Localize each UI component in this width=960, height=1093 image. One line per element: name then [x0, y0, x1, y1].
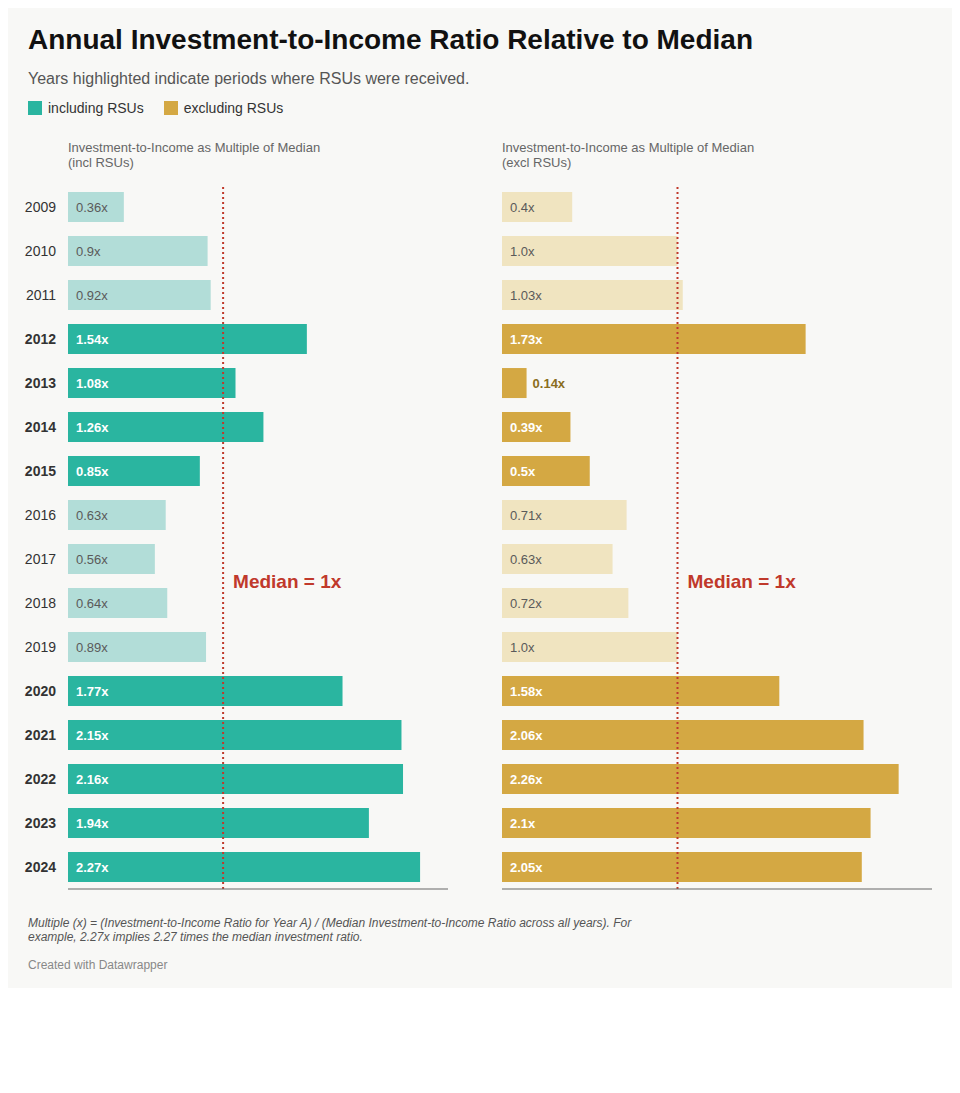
svg-text:2017: 2017	[25, 551, 56, 567]
svg-text:2023: 2023	[25, 815, 56, 831]
svg-text:2009: 2009	[25, 199, 56, 215]
svg-text:2010: 2010	[25, 243, 56, 259]
svg-text:2024: 2024	[25, 859, 56, 875]
svg-text:2016: 2016	[25, 507, 56, 523]
svg-text:2.1x: 2.1x	[510, 816, 536, 831]
svg-text:0.64x: 0.64x	[76, 596, 108, 611]
svg-text:2.05x: 2.05x	[510, 860, 543, 875]
svg-text:Median = 1x: Median = 1x	[233, 571, 342, 592]
svg-text:0.85x: 0.85x	[76, 464, 109, 479]
svg-text:0.36x: 0.36x	[76, 200, 108, 215]
svg-text:2019: 2019	[25, 639, 56, 655]
svg-text:1.54x: 1.54x	[76, 332, 109, 347]
svg-text:Median = 1x: Median = 1x	[688, 571, 797, 592]
svg-text:0.92x: 0.92x	[76, 288, 108, 303]
svg-text:2.27x: 2.27x	[76, 860, 109, 875]
svg-text:1.58x: 1.58x	[510, 684, 543, 699]
svg-text:0.4x: 0.4x	[510, 200, 535, 215]
html-text:Investment-to-Income as Multip: Investment-to-Income as Multiple of Medi…	[502, 140, 755, 170]
svg-text:0.14x: 0.14x	[533, 376, 566, 391]
svg-text:1.0x: 1.0x	[510, 244, 535, 259]
svg-text:0.89x: 0.89x	[76, 640, 108, 655]
svg-text:0.72x: 0.72x	[510, 596, 542, 611]
svg-text:1.0x: 1.0x	[510, 640, 535, 655]
svg-text:1.73x: 1.73x	[510, 332, 543, 347]
html-text:Investment-to-Income as Multip: Investment-to-Income as Multiple of Medi…	[68, 140, 321, 170]
svg-text:0.63x: 0.63x	[510, 552, 542, 567]
html-text:including RSUs: including RSUs	[48, 100, 144, 116]
svg-text:2020: 2020	[25, 683, 56, 699]
svg-text:2.15x: 2.15x	[76, 728, 109, 743]
svg-text:2.06x: 2.06x	[510, 728, 543, 743]
svg-text:2021: 2021	[25, 727, 56, 743]
svg-text:1.03x: 1.03x	[510, 288, 542, 303]
html-text:Years highlighted indicate per: Years highlighted indicate periods where…	[28, 70, 470, 87]
svg-text:0.9x: 0.9x	[76, 244, 101, 259]
svg-text:1.77x: 1.77x	[76, 684, 109, 699]
svg-text:2.26x: 2.26x	[510, 772, 543, 787]
svg-text:0.71x: 0.71x	[510, 508, 542, 523]
svg-text:1.26x: 1.26x	[76, 420, 109, 435]
svg-text:1.08x: 1.08x	[76, 376, 109, 391]
svg-text:1.94x: 1.94x	[76, 816, 109, 831]
svg-text:2012: 2012	[25, 331, 56, 347]
svg-text:2015: 2015	[25, 463, 56, 479]
html-text:Created with Datawrapper: Created with Datawrapper	[28, 958, 168, 972]
svg-text:2013: 2013	[25, 375, 56, 391]
svg-text:0.39x: 0.39x	[510, 420, 543, 435]
html-text:Annual Investment-to-Income Ra: Annual Investment-to-Income Ratio Relati…	[28, 24, 753, 55]
svg-text:0.5x: 0.5x	[510, 464, 536, 479]
svg-text:0.56x: 0.56x	[76, 552, 108, 567]
svg-text:2014: 2014	[25, 419, 56, 435]
svg-text:2022: 2022	[25, 771, 56, 787]
svg-text:2.16x: 2.16x	[76, 772, 109, 787]
svg-text:2018: 2018	[25, 595, 56, 611]
html-text:excluding RSUs: excluding RSUs	[183, 100, 284, 116]
svg-text:0.63x: 0.63x	[76, 508, 108, 523]
html-text:Multiple (x) = (Investment-to-: Multiple (x) = (Investment-to-Income Rat…	[28, 916, 632, 944]
svg-text:2011: 2011	[26, 287, 56, 303]
